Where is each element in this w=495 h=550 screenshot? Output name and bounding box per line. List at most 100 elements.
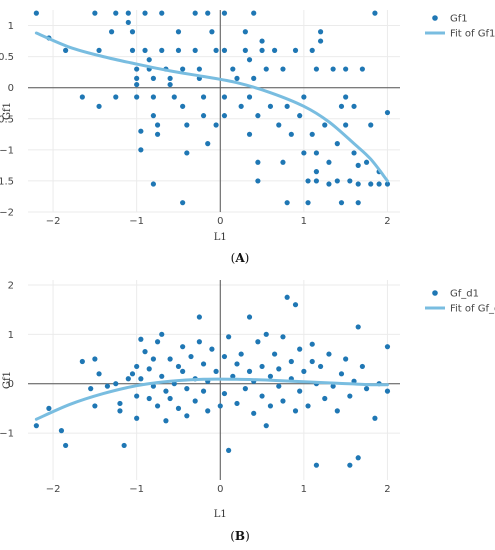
legend-marker-icon (432, 15, 438, 21)
data-point (192, 47, 198, 54)
data-point (134, 81, 140, 88)
y-tick-label: 0 (8, 83, 14, 94)
data-point (301, 94, 307, 100)
data-point (292, 47, 299, 54)
fit-line (34, 31, 389, 183)
data-point (138, 147, 144, 153)
data-point (159, 10, 165, 16)
legend-entry-points: Gf1 (450, 14, 468, 25)
data-point (251, 410, 257, 416)
data-point (96, 371, 102, 377)
data-point (200, 113, 207, 119)
data-point (134, 75, 140, 81)
data-point (347, 462, 353, 468)
data-point (259, 47, 265, 54)
data-point (104, 383, 111, 389)
data-point (234, 75, 240, 81)
data-point (163, 418, 169, 424)
data-point (180, 103, 186, 109)
data-point (175, 363, 182, 370)
data-point (355, 455, 361, 461)
data-point (276, 122, 282, 128)
data-point (196, 314, 202, 320)
data-point (305, 403, 311, 409)
data-point (280, 334, 286, 340)
data-point (134, 415, 140, 421)
data-point (230, 373, 236, 379)
data-point (192, 398, 198, 404)
data-point (230, 66, 236, 72)
fit-line (34, 377, 389, 421)
data-point (234, 400, 240, 407)
data-point (134, 363, 140, 370)
data-point (226, 447, 232, 453)
data-point (347, 393, 353, 399)
data-point (159, 331, 165, 337)
data-point (297, 113, 303, 119)
data-point (180, 368, 186, 374)
data-point (238, 351, 244, 357)
data-point (246, 314, 253, 320)
data-point (167, 356, 173, 362)
y-tick-label: −1 (0, 429, 14, 440)
data-point (309, 131, 315, 137)
y-tick-label: −1 (0, 145, 14, 156)
data-point (63, 47, 69, 54)
data-point (255, 113, 261, 119)
data-point (125, 19, 131, 26)
x-axis-label: L1 (214, 232, 227, 243)
data-point (58, 428, 65, 434)
data-point (221, 94, 228, 100)
x-tick-label: −1 (129, 484, 144, 495)
data-point (372, 415, 378, 421)
data-point (259, 363, 265, 370)
y-tick-label: 0.5 (0, 52, 14, 63)
data-point (263, 66, 269, 72)
data-point (196, 66, 202, 72)
data-point (292, 408, 299, 414)
data-point (338, 103, 345, 109)
data-point (175, 29, 182, 35)
data-point (163, 388, 169, 394)
data-point (246, 57, 253, 63)
x-axis-label: L1 (214, 509, 227, 520)
data-point (272, 47, 278, 54)
data-point (234, 361, 240, 367)
data-point (205, 141, 211, 147)
data-point (363, 159, 370, 165)
data-point (33, 10, 39, 16)
data-point (154, 122, 161, 128)
data-point (213, 122, 219, 128)
data-point (313, 150, 320, 156)
data-point (288, 131, 294, 137)
data-point (317, 29, 324, 35)
data-point (343, 94, 349, 100)
data-point (330, 66, 336, 72)
data-point (192, 10, 198, 16)
data-point (372, 10, 378, 16)
data-point (150, 181, 156, 187)
y-tick-label: 0 (8, 379, 14, 390)
data-point (246, 368, 253, 374)
data-point (242, 386, 248, 392)
legend-marker-icon (432, 290, 438, 296)
data-point (284, 294, 290, 300)
data-point (213, 47, 219, 54)
data-point (154, 131, 161, 137)
data-point (334, 408, 340, 414)
data-point (338, 371, 345, 377)
data-point (246, 131, 253, 137)
x-tick-label: 2 (384, 216, 390, 227)
data-point (259, 38, 265, 44)
data-point (330, 383, 336, 389)
data-point (309, 358, 315, 365)
data-point (209, 29, 215, 35)
data-point (251, 10, 257, 16)
data-point (96, 103, 102, 109)
x-tick-label: 2 (384, 484, 390, 495)
legend: Gf_d1 Fit of Gf_d1 (425, 289, 495, 315)
data-point (317, 363, 324, 370)
y-tick-label: −0.5 (0, 114, 14, 125)
data-point (255, 159, 261, 165)
